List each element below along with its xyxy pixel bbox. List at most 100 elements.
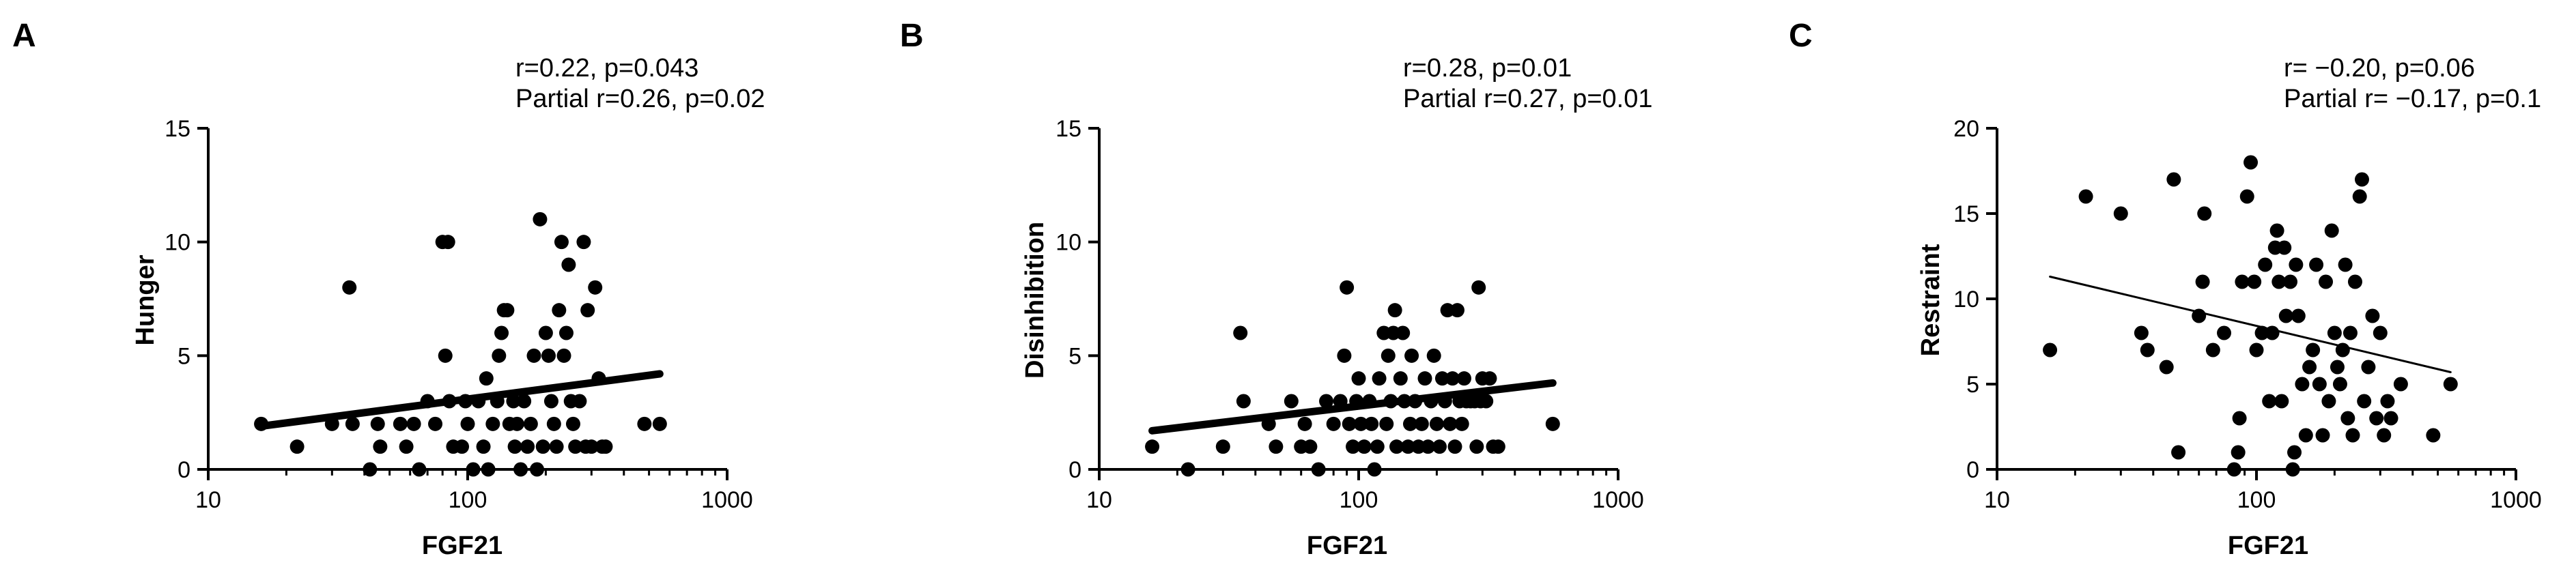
data-point	[1449, 303, 1464, 318]
data-point	[2373, 325, 2388, 340]
data-point	[1479, 394, 1494, 409]
data-point	[2254, 325, 2269, 340]
data-point	[2197, 206, 2212, 221]
data-point	[565, 416, 580, 431]
x-tick-label: 1000	[2490, 487, 2542, 513]
data-point	[2166, 172, 2181, 187]
y-axis-title: Restraint	[1916, 244, 1945, 356]
data-point	[1445, 371, 1460, 386]
data-point	[2265, 325, 2280, 340]
data-point	[460, 416, 475, 431]
panel-letter: B	[900, 18, 924, 54]
data-point	[1284, 394, 1299, 409]
data-point	[2239, 189, 2254, 204]
data-point	[289, 439, 305, 454]
data-point	[2357, 394, 2372, 409]
data-point	[1447, 439, 1462, 454]
data-point	[2271, 274, 2287, 289]
data-point	[523, 416, 538, 431]
data-point	[345, 416, 360, 431]
data-point	[2312, 377, 2327, 392]
data-point	[2134, 325, 2149, 340]
x-tick-label: 10	[195, 487, 221, 513]
data-point	[479, 371, 494, 386]
data-point	[492, 348, 507, 363]
x-tick-label: 100	[1340, 487, 1378, 513]
y-tick-label: 0	[1966, 457, 1979, 483]
data-point	[1326, 416, 1341, 431]
data-point	[2347, 274, 2362, 289]
data-point	[1389, 439, 1404, 454]
data-point	[2217, 325, 2232, 340]
data-point	[1346, 439, 1361, 454]
x-axis-title: FGF21	[2228, 531, 2308, 560]
data-point	[1362, 394, 1377, 409]
data-point	[556, 348, 571, 363]
y-tick-label: 10	[1953, 287, 1979, 312]
data-point	[2340, 411, 2355, 426]
data-point	[412, 462, 427, 477]
data-point	[2205, 342, 2220, 358]
data-point	[1351, 371, 1366, 386]
y-tick-label: 5	[1966, 372, 1979, 398]
data-point	[1379, 416, 1394, 431]
data-point	[2319, 274, 2334, 289]
panel-letter: A	[12, 18, 36, 54]
data-point	[1417, 371, 1432, 386]
data-point	[494, 325, 509, 340]
data-point	[1400, 439, 1415, 454]
data-point	[2285, 462, 2300, 477]
data-point	[1337, 348, 1352, 363]
data-point	[490, 394, 505, 409]
data-point	[1383, 394, 1398, 409]
data-point	[1180, 462, 1195, 477]
data-point	[591, 371, 606, 386]
stat-correlation: r= −0.20, p=0.06	[2284, 54, 2475, 83]
data-point	[2258, 257, 2273, 272]
x-tick-label: 100	[449, 487, 487, 513]
scatter-points	[254, 211, 667, 477]
data-point	[1297, 416, 1312, 431]
data-point	[2295, 377, 2310, 392]
data-point	[1440, 303, 1455, 318]
data-point	[1145, 439, 1160, 454]
data-point	[2443, 377, 2458, 392]
data-point	[598, 439, 613, 454]
data-point	[1233, 325, 1248, 340]
data-point	[370, 416, 385, 431]
data-point	[1215, 439, 1230, 454]
data-point	[2343, 325, 2358, 340]
data-point	[2298, 428, 2313, 443]
data-point	[481, 462, 496, 477]
data-point	[1349, 394, 1364, 409]
data-point	[572, 394, 587, 409]
y-tick-label: 15	[1953, 201, 1979, 227]
data-point	[1397, 394, 1412, 409]
data-point	[1372, 371, 1387, 386]
data-point	[440, 235, 455, 250]
data-point	[2289, 257, 2304, 272]
data-point	[485, 416, 500, 431]
data-point	[2393, 377, 2408, 392]
x-tick-label: 10	[1984, 487, 2010, 513]
data-point	[1432, 439, 1447, 454]
data-point	[1545, 416, 1560, 431]
data-point	[554, 235, 569, 250]
data-point	[2140, 342, 2155, 358]
data-point	[393, 416, 408, 431]
data-point	[1482, 371, 1497, 386]
data-point	[576, 235, 591, 250]
panel-c: C r= −0.20, p=0.06 Partial r= −0.17, p=0…	[1789, 18, 2542, 560]
panel-a: A r=0.22, p=0.043 Partial r=0.26, p=0.02…	[12, 18, 765, 560]
data-point	[2171, 445, 2186, 460]
y-tick-label: 0	[1068, 457, 1081, 483]
data-point	[2352, 189, 2367, 204]
data-point	[1311, 462, 1326, 477]
data-point	[2345, 428, 2360, 443]
data-point	[2315, 428, 2330, 443]
data-point	[1402, 416, 1417, 431]
data-point	[2324, 223, 2339, 238]
data-point	[2226, 462, 2241, 477]
data-point	[2302, 360, 2317, 375]
data-point	[2383, 411, 2398, 426]
